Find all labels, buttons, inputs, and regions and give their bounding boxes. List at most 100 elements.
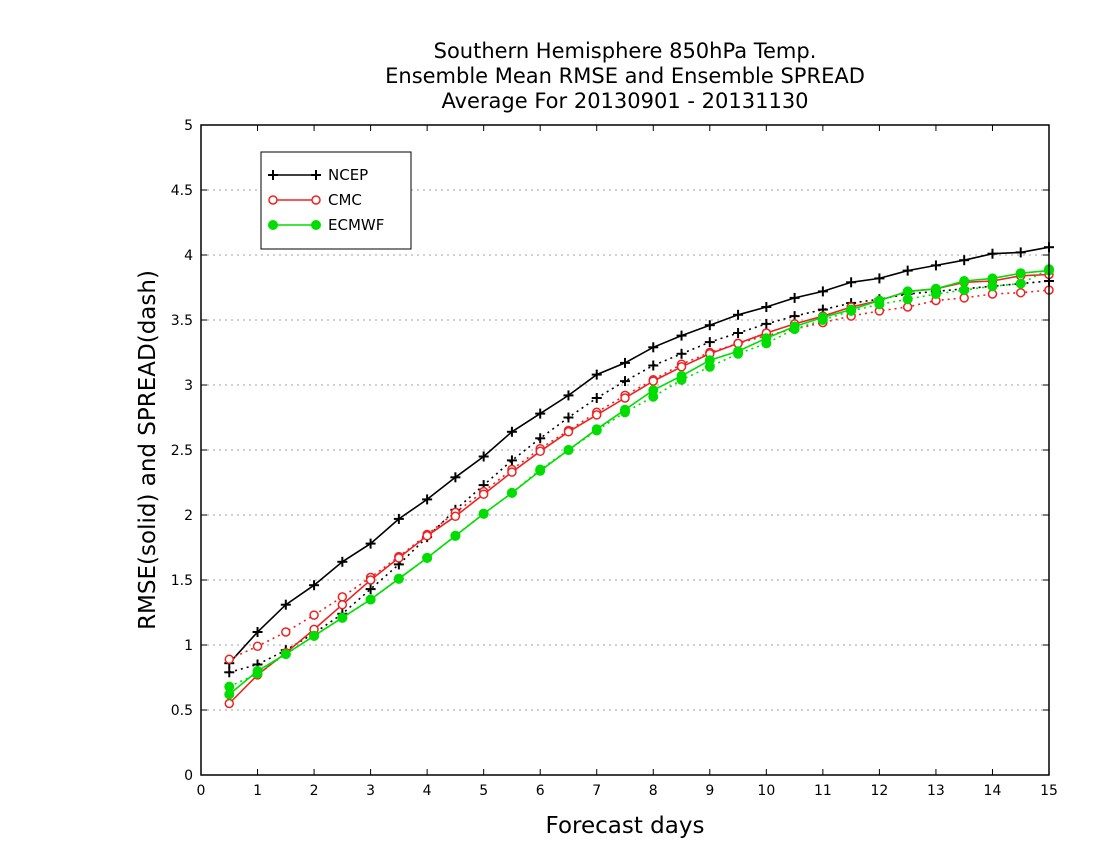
spread-point-cmc bbox=[309, 610, 319, 620]
spread-point-cmc bbox=[252, 641, 263, 652]
x-tick-label: 14 bbox=[984, 783, 1002, 799]
legend-marker-cmc bbox=[311, 195, 321, 205]
rmse-point-ecmwf bbox=[987, 273, 998, 284]
spread-point-ncep bbox=[224, 667, 235, 678]
rmse-point-ncep bbox=[733, 309, 744, 320]
series-lines bbox=[224, 242, 1054, 709]
spread-point-ncep bbox=[506, 455, 517, 466]
rmse-point-ecmwf bbox=[959, 276, 970, 286]
y-tick-label: 3 bbox=[184, 378, 193, 394]
rmse-point-ecmwf bbox=[817, 312, 828, 323]
spread-line-ncep bbox=[229, 280, 1050, 674]
rmse-point-ncep bbox=[846, 277, 857, 288]
y-tick-label: 2 bbox=[184, 508, 193, 524]
chart-title-line: Average For 20130901 - 20131130 bbox=[441, 89, 808, 113]
rmse-point-ecmwf bbox=[365, 594, 376, 605]
rmse-point-cmc bbox=[478, 489, 489, 499]
chart-title-line: Ensemble Mean RMSE and Ensemble SPREAD bbox=[385, 64, 865, 88]
chart-title: Southern Hemisphere 850hPa Temp.Ensemble… bbox=[385, 39, 865, 113]
spread-point-ncep bbox=[620, 376, 630, 387]
rmse-point-ncep bbox=[252, 627, 263, 637]
rmse-point-ncep bbox=[337, 556, 348, 567]
spread-point-cmc bbox=[281, 627, 291, 637]
rmse-point-ecmwf bbox=[337, 612, 348, 623]
rmse-point-ncep bbox=[648, 342, 659, 353]
x-tick-label: 9 bbox=[705, 783, 714, 799]
rmse-point-ncep bbox=[704, 320, 715, 331]
rmse-point-cmc bbox=[422, 531, 432, 541]
rmse-point-ecmwf bbox=[478, 508, 489, 519]
spread-point-ncep bbox=[761, 318, 772, 329]
series-ecmwf bbox=[224, 264, 1054, 700]
rmse-point-ncep bbox=[450, 472, 461, 483]
rmse-point-cmc bbox=[224, 698, 235, 709]
spread-point-ncep bbox=[676, 348, 687, 359]
y-tick-label: 3.5 bbox=[171, 313, 193, 329]
rmse-point-ncep bbox=[535, 408, 546, 419]
rmse-point-ncep bbox=[874, 273, 885, 284]
rmse-point-ncep bbox=[506, 426, 517, 437]
rmse-point-ecmwf bbox=[563, 445, 574, 455]
legend-marker-cmc bbox=[268, 195, 278, 205]
rmse-point-ecmwf bbox=[506, 487, 517, 498]
rmse-point-ncep bbox=[309, 580, 320, 591]
spread-point-cmc bbox=[224, 654, 235, 665]
rmse-point-cmc bbox=[591, 410, 602, 420]
rmse-point-ncep bbox=[563, 390, 574, 401]
spread-point-cmc bbox=[1015, 287, 1026, 298]
spread-line-cmc bbox=[228, 289, 1050, 661]
y-tick-label: 2.5 bbox=[171, 443, 193, 459]
spread-point-ncep bbox=[591, 393, 602, 403]
rmse-point-ecmwf bbox=[733, 346, 744, 357]
axes: 0 1 2 3 4 5 6 7 8 9 10 11 12 13 14 1500.511.522.533.544… bbox=[135, 118, 1058, 839]
rmse-point-ncep bbox=[959, 255, 970, 266]
rmse-point-ecmwf bbox=[902, 286, 913, 297]
x-tick-label: 8 bbox=[649, 783, 658, 799]
spread-point-ncep bbox=[733, 328, 744, 338]
rmse-point-ecmwf bbox=[620, 404, 630, 415]
rmse-point-ecmwf bbox=[1015, 268, 1026, 279]
legend-marker-ecmwf bbox=[311, 220, 321, 230]
rmse-point-ncep bbox=[789, 292, 800, 303]
rmse-point-ncep bbox=[478, 451, 489, 462]
rmse-point-cmc bbox=[620, 393, 630, 403]
legend: NCEP CMC ECMWF bbox=[260, 151, 412, 250]
y-tick-label: 1 bbox=[184, 638, 193, 654]
y-tick-label: 1.5 bbox=[171, 573, 193, 589]
x-tick-label: 6 bbox=[536, 783, 545, 799]
spread-point-ncep bbox=[648, 360, 659, 371]
x-tick-label: 15 bbox=[1040, 783, 1058, 799]
rmse-point-ecmwf bbox=[704, 355, 715, 366]
spread-point-ncep bbox=[535, 433, 546, 444]
x-tick-label: 12 bbox=[870, 783, 888, 799]
rmse-point-ncep bbox=[422, 494, 433, 505]
rmse-point-ncep bbox=[902, 265, 913, 276]
y-tick-label: 4 bbox=[184, 248, 193, 264]
rmse-point-ecmwf bbox=[280, 649, 291, 660]
rmse-point-ecmwf bbox=[648, 385, 659, 396]
rmse-point-ncep bbox=[620, 357, 630, 368]
rmse-point-ecmwf bbox=[874, 295, 885, 306]
x-tick-label: 0 bbox=[197, 783, 206, 799]
rmse-point-cmc bbox=[450, 511, 461, 522]
y-tick-label: 5 bbox=[184, 118, 193, 134]
rmse-point-ecmwf bbox=[224, 689, 235, 700]
rmse-point-ncep bbox=[393, 513, 404, 524]
legend-label-cmc: CMC bbox=[328, 191, 362, 209]
x-tick-label: 10 bbox=[757, 783, 775, 799]
x-tick-label: 11 bbox=[814, 783, 832, 799]
legend-label-ecmwf: ECMWF bbox=[328, 216, 384, 234]
rmse-point-ncep bbox=[930, 260, 941, 271]
rmse-point-ncep bbox=[591, 369, 602, 380]
y-tick-label: 0.5 bbox=[171, 703, 193, 719]
rmse-point-cmc bbox=[365, 575, 376, 585]
rmse-point-ecmwf bbox=[393, 573, 404, 584]
rmse-point-cmc bbox=[394, 553, 404, 563]
rmse-point-ncep bbox=[676, 330, 687, 341]
rmse-point-ncep bbox=[1015, 247, 1026, 258]
spread-point-ncep bbox=[563, 412, 574, 423]
x-tick-label: 1 bbox=[253, 783, 262, 799]
x-tick-label: 2 bbox=[310, 783, 319, 799]
